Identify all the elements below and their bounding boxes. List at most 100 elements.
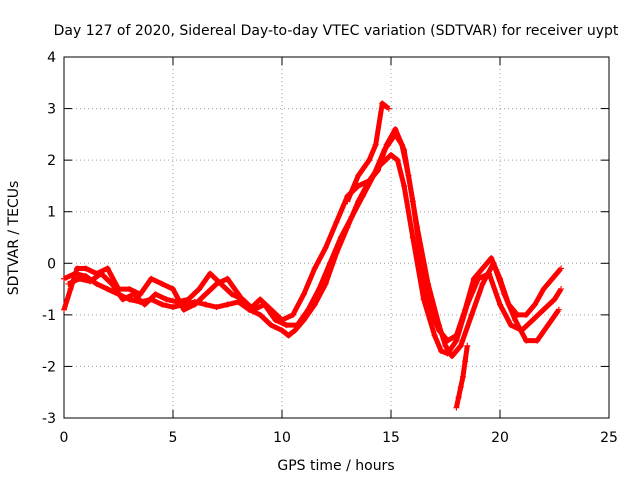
data-point: [442, 342, 449, 349]
data-point: [180, 306, 187, 313]
data-point: [409, 234, 416, 241]
data-point: [366, 157, 373, 164]
data-point: [558, 286, 565, 293]
data-point: [191, 301, 198, 308]
data-point: [431, 332, 438, 339]
data-point: [202, 291, 209, 298]
y-axis-label: SDTVAR / TECUs: [6, 181, 22, 296]
data-point: [505, 301, 512, 308]
data-point: [383, 141, 390, 148]
x-tick-label: 10: [273, 430, 291, 446]
data-point: [170, 304, 176, 311]
data-point: [523, 311, 530, 318]
data-point: [401, 146, 408, 153]
data-point: [534, 337, 541, 344]
data-point: [444, 337, 451, 344]
x-tick-label: 5: [169, 430, 178, 446]
data-point: [379, 100, 386, 107]
data-point: [514, 311, 521, 318]
series-track-c: [61, 126, 565, 344]
x-tick-label: 20: [491, 430, 509, 446]
data-point: [235, 291, 242, 298]
data-point: [462, 306, 469, 313]
data-point: [409, 198, 416, 205]
data-point: [468, 311, 475, 318]
series-line: [62, 152, 564, 357]
data-point: [82, 265, 89, 272]
data-point: [67, 286, 74, 293]
y-tick-label: 0: [47, 256, 56, 272]
x-tick-label: 0: [60, 430, 69, 446]
data-point: [272, 317, 279, 324]
y-tick-label: -2: [42, 359, 56, 375]
data-point: [366, 177, 373, 184]
data-point: [104, 265, 111, 272]
data-point: [355, 172, 362, 179]
data-point: [453, 332, 460, 339]
data-point: [152, 291, 159, 298]
data-point: [279, 327, 285, 334]
data-point: [93, 280, 100, 287]
data-point: [551, 296, 558, 303]
y-tick-label: 3: [47, 102, 56, 118]
data-point: [224, 275, 231, 282]
data-point: [93, 270, 100, 277]
data-point: [462, 358, 469, 365]
data-point: [512, 317, 519, 324]
data-point: [464, 342, 471, 349]
data-point: [540, 286, 547, 293]
data-point: [470, 275, 477, 282]
data-point: [61, 306, 67, 313]
data-point: [497, 275, 503, 282]
data-point: [372, 141, 379, 148]
data-point: [74, 265, 81, 272]
data-point: [326, 260, 333, 267]
data-point: [435, 327, 442, 334]
series-track-d: [344, 100, 392, 205]
data-point: [115, 286, 122, 293]
data-point: [394, 157, 401, 164]
data-point: [555, 306, 562, 313]
data-point: [529, 317, 536, 324]
data-point: [300, 291, 307, 298]
data-point: [185, 296, 192, 303]
data-point: [159, 301, 166, 308]
data-point: [348, 213, 355, 220]
data-point: [479, 280, 486, 287]
data-point: [401, 182, 408, 189]
data-point: [427, 306, 434, 313]
data-point: [449, 353, 456, 360]
series-line: [61, 126, 563, 344]
data-point: [388, 151, 394, 158]
data-point: [228, 291, 235, 298]
data-point: [453, 337, 460, 344]
data-point: [457, 342, 464, 349]
data-point: [544, 322, 551, 329]
data-point: [126, 286, 133, 293]
data-point: [316, 286, 323, 293]
data-point: [453, 404, 460, 411]
data-point: [385, 105, 392, 112]
data-point: [213, 280, 220, 287]
data-point: [420, 296, 427, 303]
y-tick-label: 4: [47, 50, 56, 66]
chart-title: Day 127 of 2020, Sidereal Day-to-day VTE…: [54, 23, 619, 39]
y-tick-label: -3: [42, 411, 56, 427]
data-point: [479, 265, 486, 272]
data-point: [418, 260, 425, 267]
data-point: [292, 327, 299, 334]
series-track-e: [453, 342, 471, 411]
data-point: [196, 286, 203, 293]
data-point: [311, 265, 318, 272]
series-line: [67, 131, 561, 359]
series-track-a: [61, 151, 565, 357]
data-point: [507, 322, 514, 329]
data-point: [457, 384, 464, 391]
data-point: [268, 322, 275, 329]
data-point: [294, 322, 301, 329]
data-point: [488, 255, 495, 262]
data-point: [540, 306, 547, 313]
data-point: [224, 301, 231, 308]
data-point: [76, 275, 83, 282]
